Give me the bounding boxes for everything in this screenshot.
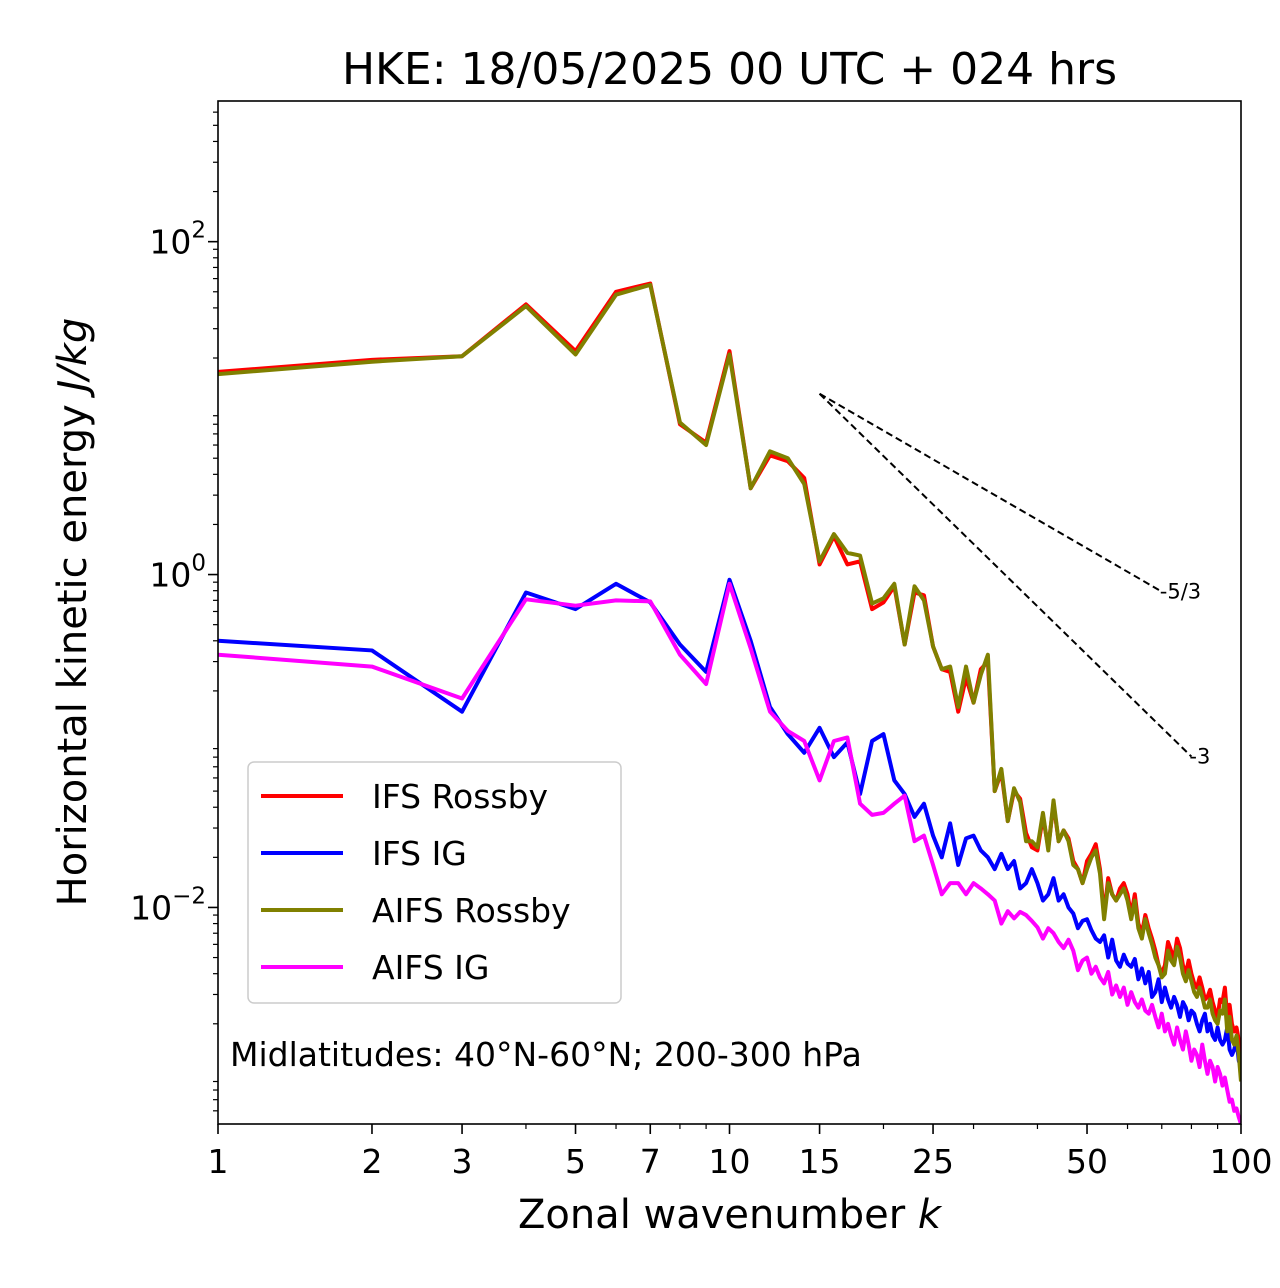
legend-box — [247, 761, 622, 1004]
reference-slope-label: -5/3 — [1160, 580, 1201, 604]
series-line-aifs-rossby — [218, 282, 1241, 1082]
y-tick-label: 100 — [149, 551, 206, 595]
reference-slope-label: -3 — [1189, 745, 1210, 769]
series-line-ifs-rossby — [218, 281, 1241, 1061]
x-tick-label: 3 — [452, 1142, 473, 1181]
y-axis-label-unit: J/kg — [50, 318, 96, 399]
plot-frame — [217, 100, 1242, 1125]
y-axis-label-text: Horizontal kinetic energy — [50, 392, 96, 907]
legend-label: AIFS Rossby — [372, 891, 571, 930]
series-line-aifs-ig — [218, 581, 1241, 1124]
x-tick-label: 2 — [361, 1142, 382, 1181]
x-tick-label: 15 — [799, 1142, 841, 1181]
x-tick-label: 25 — [912, 1142, 954, 1181]
reference-slope-labels: -5/3 -3 — [1160, 580, 1211, 769]
x-axis-label-symbol: k — [918, 1192, 943, 1238]
legend-label: IFS IG — [372, 834, 467, 873]
y-tick-label: 10−2 — [130, 883, 206, 927]
legend-label: AIFS IG — [372, 948, 489, 987]
legend: IFS Rossby IFS IG AIFS Rossby AIFS IG — [247, 761, 622, 1004]
reference-slope-line — [818, 393, 1193, 758]
x-tick-label: 7 — [640, 1142, 661, 1181]
legend-label: IFS Rossby — [372, 777, 548, 816]
y-tick-label: 102 — [149, 218, 206, 262]
region-annotation: Midlatitudes: 40°N-60°N; 200-300 hPa — [230, 1035, 862, 1074]
reference-slope-line — [819, 392, 1163, 593]
major-ticks — [208, 240, 1242, 1134]
x-tick-labels: 1 2 3 5 7 10 15 25 50 100 — [208, 1142, 1273, 1181]
x-tick-label: 1 — [208, 1142, 229, 1181]
x-tick-label: 100 — [1210, 1142, 1273, 1181]
x-tick-label: 5 — [565, 1142, 586, 1181]
y-axis-label: Horizontal kinetic energy J/kg — [50, 318, 96, 907]
x-tick-label: 10 — [709, 1142, 751, 1181]
chart-title: HKE: 18/05/2025 00 UTC + 024 hrs — [342, 44, 1117, 95]
minor-ticks — [213, 111, 1219, 1129]
y-tick-labels: 10−2 100 102 — [130, 218, 206, 928]
x-tick-label: 50 — [1066, 1142, 1108, 1181]
x-axis-label-text: Zonal wavenumber — [518, 1192, 918, 1238]
reference-slope-lines — [818, 392, 1193, 758]
series-lines — [218, 281, 1241, 1124]
x-axis-label: Zonal wavenumber k — [518, 1192, 943, 1238]
